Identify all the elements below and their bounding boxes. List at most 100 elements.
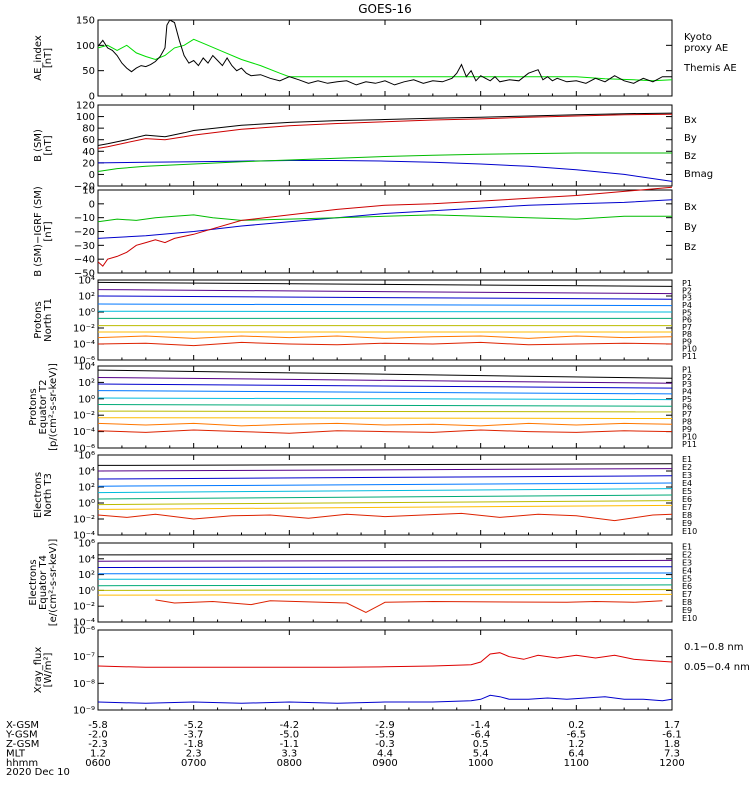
series-line	[97, 417, 673, 419]
ephemeris-value: -6.5	[567, 730, 587, 741]
series-line	[97, 512, 673, 522]
ephemeris-value: 1200	[659, 758, 684, 769]
legend-label: E8	[682, 511, 692, 520]
y-tick-label: 10⁴	[78, 554, 95, 565]
legend-label: E5	[682, 487, 692, 496]
ephemeris-label: MLT	[6, 749, 26, 760]
legend-label: P5	[682, 395, 692, 404]
ephemeris-value: -3.7	[184, 730, 204, 741]
ephemeris-value: 3.3	[281, 749, 297, 760]
legend-label: P1	[682, 365, 692, 374]
series-line	[97, 468, 673, 472]
ephemeris-value: 0800	[277, 758, 302, 769]
ephemeris-value: -5.9	[375, 730, 395, 741]
y-tick-label: 10⁴	[78, 362, 95, 373]
legend-label: P4	[682, 388, 692, 397]
ephemeris-value: 6.4	[568, 749, 584, 760]
y-axis-label: [nT]	[43, 48, 54, 68]
legend-label: 0.05−0.4 nm	[684, 662, 750, 673]
y-tick-label: 10⁻²	[73, 602, 95, 613]
legend-label: P5	[682, 308, 692, 317]
series-line	[97, 694, 673, 704]
y-tick-label: 10⁻⁶	[73, 356, 95, 367]
series-line	[97, 199, 673, 239]
ephemeris-value: -4.2	[280, 720, 300, 731]
legend-label: Bx	[684, 115, 697, 126]
ephemeris-label: X-GSM	[6, 720, 39, 731]
chart-title: GOES-16	[358, 2, 412, 16]
panel-frame	[97, 454, 673, 536]
panel-3: −50 −40 −30 −20 −10 0 10 B (SM)−IGRF (SM) [nT] Bx…	[33, 186, 697, 280]
ephemeris-value: 0.2	[568, 720, 584, 731]
legend-label: E5	[682, 574, 692, 583]
series-line	[97, 289, 673, 295]
y-tick-label: −40	[74, 255, 95, 266]
y-axis-label: Electrons	[28, 559, 39, 605]
y-tick-label: 10⁶	[78, 539, 95, 550]
y-axis-label: Electrons	[33, 472, 44, 518]
legend-label: E1	[682, 543, 692, 552]
series-line	[97, 593, 673, 596]
legend-label: Bz	[684, 242, 696, 253]
ephemeris-value: 4.4	[377, 749, 393, 760]
y-tick-label: 10²	[78, 292, 95, 303]
y-tick-label: 10²	[78, 570, 95, 581]
y-tick-label: −10	[74, 213, 95, 224]
legend-label: P6	[682, 316, 692, 325]
legend-label: E7	[682, 590, 692, 599]
y-tick-label: 10⁶	[78, 451, 95, 462]
legend-label: P11	[682, 440, 697, 449]
legend-label: P3	[682, 294, 692, 303]
y-axis-label: Equator T4	[38, 555, 49, 610]
series-line	[97, 112, 673, 146]
ephemeris-footer: X-GSM -5.8 -5.2 -4.2 -2.9 -1.4 0.2 1.7 Y-GSM -2.0…	[5, 720, 685, 769]
y-tick-label: 10⁴	[78, 276, 95, 287]
ephemeris-value: -6.4	[471, 730, 491, 741]
series-line	[97, 341, 673, 347]
series-line	[97, 500, 673, 506]
legend-label: P11	[682, 352, 697, 361]
y-axis-label: Xray_flux	[33, 647, 44, 694]
ephemeris-value: 1000	[468, 758, 493, 769]
legend-label: E9	[682, 519, 692, 528]
series-line	[97, 214, 672, 223]
series-line	[97, 38, 673, 82]
y-axis-label: [p/(cm²-s-sr-keV)]	[48, 363, 59, 451]
y-tick-label: 20	[82, 158, 95, 169]
ephemeris-value: -6.1	[662, 730, 682, 741]
ephemeris-value: 2.3	[186, 749, 202, 760]
ephemeris-value: -5.0	[280, 730, 300, 741]
y-tick-label: 10⁻⁴	[73, 427, 95, 438]
panel-frame	[97, 104, 673, 187]
legend-label: E4	[682, 566, 692, 575]
date-label: 2020 Dec 10	[6, 767, 70, 778]
legend-label: P4	[682, 301, 692, 310]
ephemeris-value: 1.2	[90, 749, 106, 760]
series-line	[97, 463, 673, 466]
series-line	[97, 589, 673, 591]
series-line	[97, 310, 673, 313]
y-tick-label: 120	[76, 101, 95, 112]
legend-label: Kyoto	[684, 32, 712, 43]
panel-frame	[97, 189, 673, 274]
y-axis-label: Protons	[28, 388, 39, 425]
y-tick-label: 50	[82, 66, 95, 77]
legend-label: E6	[682, 582, 692, 591]
legend-label: P3	[682, 380, 692, 389]
ephemeris-value: -1.8	[184, 739, 204, 750]
legend-label: P10	[682, 345, 697, 354]
y-axis-label: B (SM)	[33, 129, 44, 162]
legend-label: Bz	[684, 151, 696, 162]
y-tick-label: 10⁴	[78, 467, 95, 478]
series-line	[97, 160, 673, 182]
ephemeris-value: 1.8	[664, 739, 680, 750]
series-line	[97, 113, 673, 149]
legend-label: E10	[682, 527, 697, 536]
legend-label: By	[684, 222, 697, 233]
series-line	[97, 19, 672, 86]
y-tick-label: 10⁻⁶	[73, 626, 95, 637]
y-tick-label: 10²	[78, 378, 95, 389]
legend-label: Bx	[684, 202, 697, 213]
